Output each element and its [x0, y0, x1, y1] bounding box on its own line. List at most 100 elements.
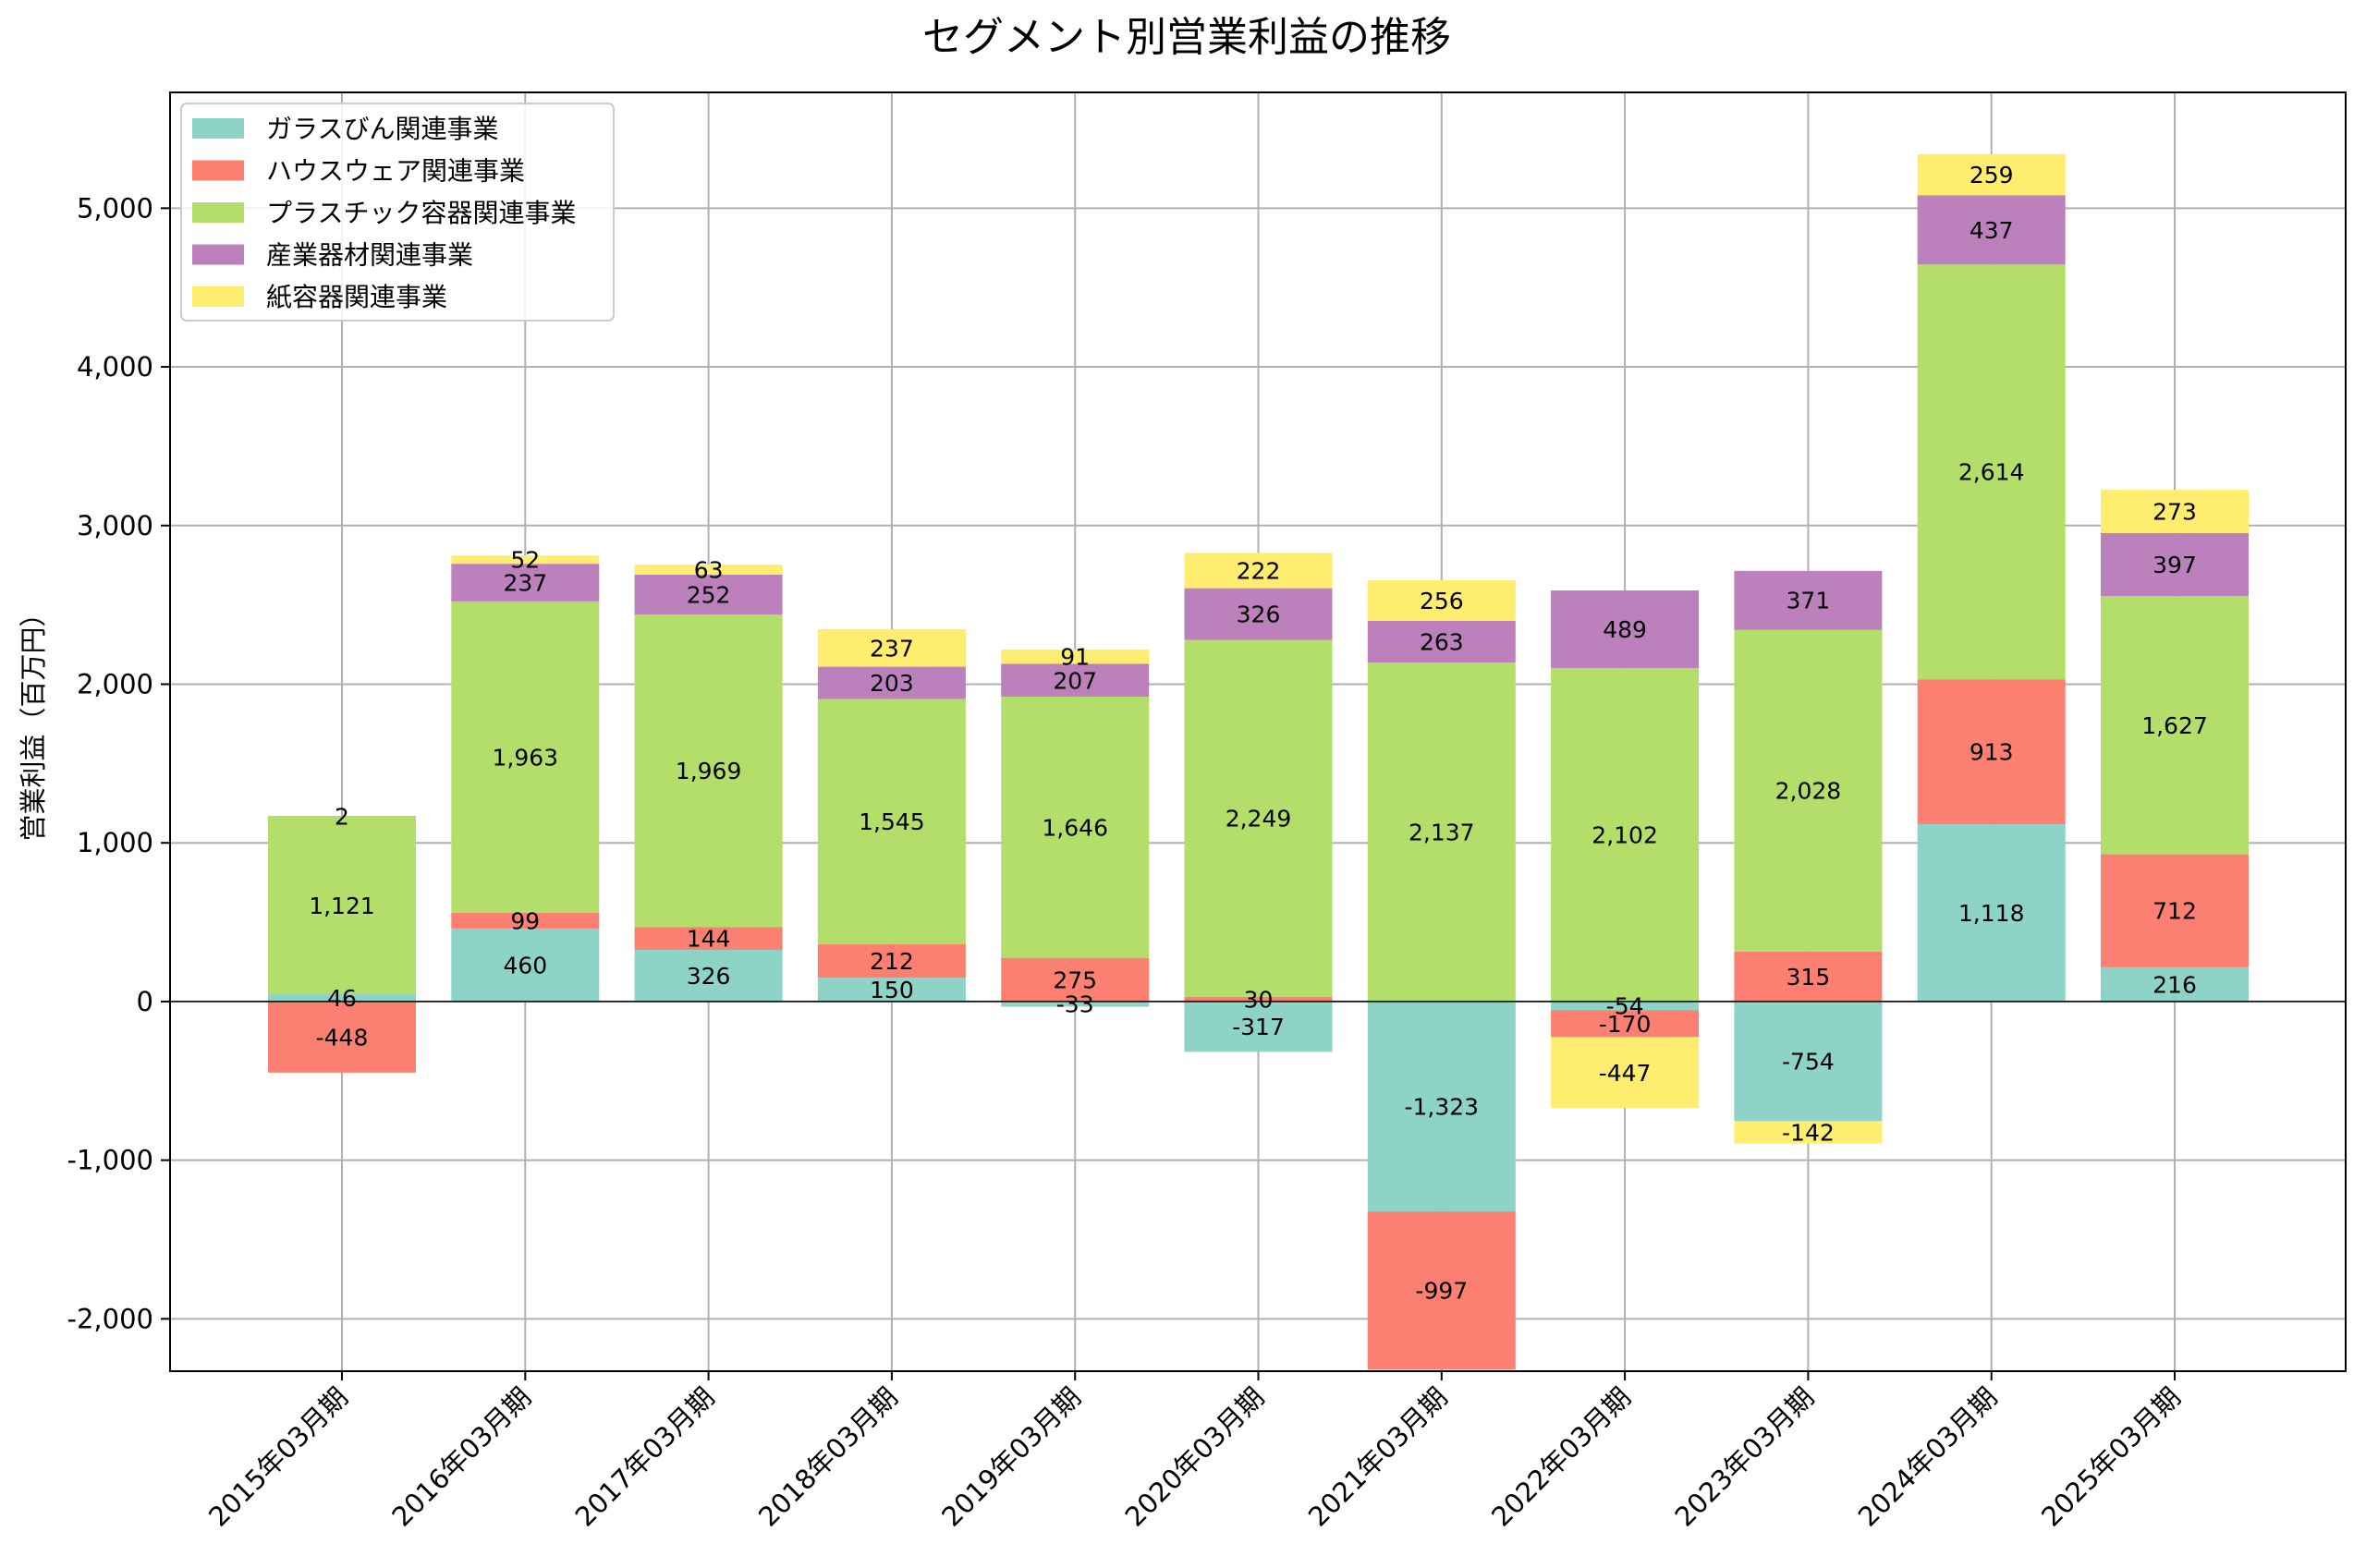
legend-entry: ハウスウェア関連事業	[266, 156, 525, 187]
data-label: 2,137	[1409, 819, 1475, 845]
bar-segment	[1184, 553, 1333, 589]
bar-segment	[817, 943, 966, 978]
data-label: 326	[687, 963, 731, 990]
bar-segment	[1734, 1001, 1883, 1122]
bar-segment	[451, 912, 600, 929]
bar-segment	[268, 816, 416, 995]
x-tick-label: 2022年03月期	[1485, 1381, 1637, 1533]
data-label: 489	[1603, 616, 1647, 643]
x-tick-label: 2018年03月期	[752, 1381, 904, 1533]
bar-segment	[2101, 966, 2249, 1002]
legend-swatch	[192, 244, 244, 265]
data-label: 2,102	[1592, 821, 1658, 848]
data-label: 2,249	[1226, 806, 1292, 833]
x-tick-label: 2024年03月期	[1852, 1381, 2004, 1533]
bar-segment	[1917, 153, 2066, 196]
bar-segment	[2101, 854, 2249, 967]
bar-segment	[1184, 1001, 1333, 1052]
bar-segment	[634, 949, 783, 1002]
y-tick-label: 1,000	[77, 827, 153, 858]
bar-segment	[1734, 570, 1883, 630]
bar-segment	[1551, 1037, 1700, 1109]
bar-segment	[1367, 620, 1516, 662]
bar-segment	[1367, 579, 1516, 621]
bar-segment	[634, 614, 783, 928]
bar-segment	[1001, 957, 1150, 1002]
data-label: -170	[1599, 1011, 1652, 1038]
x-tick-label: 2020年03月期	[1119, 1381, 1271, 1533]
data-label: 99	[510, 907, 540, 934]
y-tick-label: 5,000	[77, 192, 153, 224]
legend-swatch	[192, 286, 244, 307]
legend-swatch	[192, 118, 244, 139]
bar-segment	[1917, 679, 2066, 824]
data-label: -997	[1415, 1278, 1468, 1305]
x-tick-label: 2016年03月期	[385, 1381, 537, 1533]
data-label: 46	[327, 985, 357, 1012]
bar-segment	[1734, 951, 1883, 1002]
bar-segment	[1001, 649, 1150, 664]
bar-segment	[2101, 533, 2249, 597]
data-label: 144	[687, 926, 731, 953]
data-label: 1,545	[859, 808, 925, 835]
data-label: 237	[503, 570, 547, 597]
data-label: 371	[1787, 588, 1831, 614]
bar-segment	[634, 565, 783, 575]
data-label: -33	[1056, 991, 1094, 1018]
legend-box	[180, 103, 615, 322]
data-label: 212	[870, 948, 914, 975]
data-label: 1,118	[1958, 900, 2025, 927]
legend: ガラスびん関連事業ハウスウェア関連事業プラスチック容器関連事業産業器材関連事業紙…	[180, 103, 615, 322]
bar-segment	[1184, 588, 1333, 640]
data-label: -447	[1599, 1060, 1652, 1087]
bar-segment	[2101, 596, 2249, 855]
bar-segment	[451, 555, 600, 565]
data-label: 1,969	[676, 758, 742, 784]
bars-layer	[268, 153, 2249, 1370]
bar-segment	[451, 601, 600, 913]
bar-segment	[634, 574, 783, 615]
data-label: 326	[1237, 602, 1281, 628]
data-label: 913	[1970, 739, 2014, 766]
data-label: 216	[2153, 971, 2197, 998]
y-tick-label: 2,000	[77, 668, 153, 699]
data-label: -54	[1606, 993, 1644, 1020]
x-tick-label: 2025年03月期	[2035, 1381, 2187, 1533]
data-label: 1,121	[309, 893, 375, 919]
data-label: 397	[2153, 552, 2197, 578]
data-label: 150	[870, 977, 914, 1003]
data-label: 91	[1060, 644, 1090, 671]
data-label: -317	[1232, 1014, 1285, 1040]
bar-segment	[268, 1001, 416, 1073]
legend-entry: 紙容器関連事業	[266, 282, 447, 312]
y-tick-label: 3,000	[77, 510, 153, 541]
data-label: 259	[1970, 162, 2014, 188]
legend-entry: ガラスびん関連事業	[266, 114, 498, 144]
bar-segment	[268, 994, 416, 1002]
data-label: 2,614	[1958, 459, 2025, 486]
bar-segment	[1917, 264, 2066, 680]
data-label: 1,646	[1042, 814, 1108, 841]
bar-segment	[1367, 1211, 1516, 1370]
bar-segment	[817, 978, 966, 1002]
bar-segment	[1001, 1001, 1150, 1007]
bar-segment	[1184, 996, 1333, 1002]
legend-entry: プラスチック容器関連事業	[266, 198, 576, 228]
legend-swatch	[192, 160, 244, 181]
data-label: 273	[2153, 499, 2197, 526]
bar-segment	[817, 666, 966, 699]
bar-segment	[1734, 1121, 1883, 1144]
bar-segment	[2101, 490, 2249, 534]
y-tick-label: 4,000	[77, 351, 153, 383]
data-label: 437	[1970, 217, 2014, 244]
data-label: 712	[2153, 898, 2197, 925]
data-label: 1,627	[2141, 712, 2208, 739]
data-label: 2	[335, 803, 349, 830]
bar-segment	[1551, 1010, 1700, 1038]
data-label: 52	[510, 547, 540, 574]
bar-segment	[1917, 195, 2066, 265]
data-label: 263	[1420, 628, 1464, 655]
data-label: 2,028	[1775, 778, 1842, 805]
bar-segment	[1551, 1001, 1700, 1011]
